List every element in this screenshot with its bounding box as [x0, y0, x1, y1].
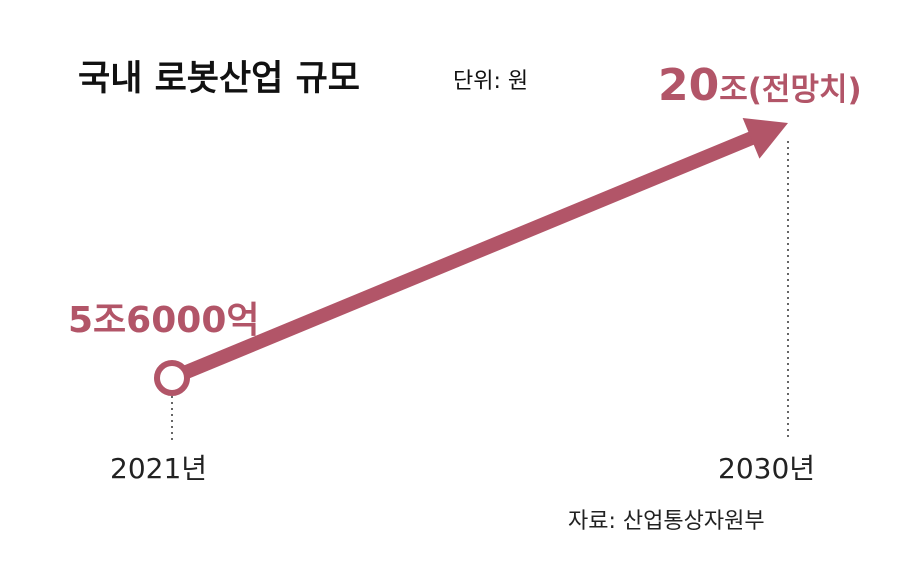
data-label-2021: 5조6000억: [68, 300, 259, 341]
data-label-2030-suffix: 조(전망치): [719, 72, 861, 108]
data-point-2021: [154, 360, 190, 396]
data-label-2030-number: 20: [658, 60, 719, 111]
chart-title: 국내 로봇산업 규모: [78, 59, 360, 99]
source-note: 자료: 산업통상자원부: [568, 509, 765, 534]
tick-label-2030: 2030년: [718, 452, 815, 485]
arrowhead-marker: [742, 117, 788, 159]
chart-unit-label: 단위: 원: [453, 69, 528, 94]
tick-label-2021: 2021년: [110, 452, 207, 485]
series-line: [169, 131, 756, 385]
data-label-2030: 20조(전망치): [658, 60, 862, 111]
